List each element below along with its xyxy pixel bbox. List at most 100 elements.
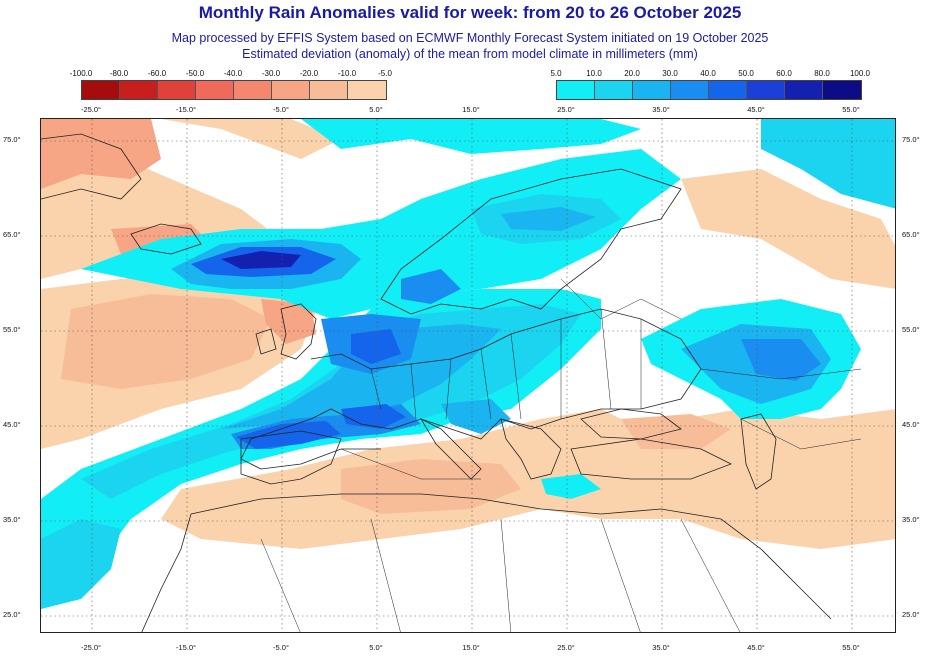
colorbar-negative-label: -30.0 xyxy=(261,69,281,78)
map-subtitle-description: Estimated deviation (anomaly) of the mea… xyxy=(242,47,698,61)
colorbar-negative-swatch xyxy=(196,81,234,99)
surplus-adriatic xyxy=(441,399,511,434)
colorbar-positive-swatch xyxy=(709,81,747,99)
surplus-aegean xyxy=(541,474,601,499)
colorbar-negative-swatch xyxy=(82,81,120,99)
colorbar-negative-swatch xyxy=(272,81,310,99)
longitude-label-bottom: -5.0° xyxy=(273,643,289,652)
surplus-norway xyxy=(401,269,461,304)
coast-caspian xyxy=(740,413,777,490)
latitude-label-left: 45.0° xyxy=(3,420,21,429)
colorbar-negative-label: -50.0 xyxy=(185,69,205,78)
colorbar-positive-label: 20.0 xyxy=(624,69,640,78)
coast-africa-west xyxy=(141,513,192,632)
colorbar-positive-label: 80.0 xyxy=(814,69,830,78)
coast-north-africa xyxy=(190,493,832,620)
longitude-label-bottom: 25.0° xyxy=(557,643,575,652)
longitude-label-bottom: 45.0° xyxy=(747,643,765,652)
colorbar-positive-label: 100.0 xyxy=(849,69,871,78)
coast-anatolia xyxy=(570,438,732,480)
coast-italy xyxy=(419,418,482,480)
coast-balkans-greece xyxy=(500,418,562,480)
colorbar-positive xyxy=(556,80,862,100)
colorbar-negative-swatch xyxy=(310,81,348,99)
colorbar-positive-label: 40.0 xyxy=(700,69,716,78)
colorbar-positive-swatch xyxy=(785,81,823,99)
latitude-label-left: 55.0° xyxy=(3,325,21,334)
longitude-label-top: -15.0° xyxy=(175,105,197,114)
surplus-iberia-core xyxy=(236,421,341,449)
deficit-mediterranean xyxy=(161,409,895,549)
colorbar-negative-swatch xyxy=(120,81,158,99)
longitude-label-top: 5.0° xyxy=(369,105,383,114)
colorbar-positive-label: 60.0 xyxy=(776,69,792,78)
latitude-label-right: 35.0° xyxy=(902,515,920,524)
longitude-label-top: 35.0° xyxy=(652,105,670,114)
surplus-arctic xyxy=(301,119,641,154)
colorbar-negative-label: -60.0 xyxy=(147,69,167,78)
surplus-russia-core xyxy=(741,339,821,381)
surplus-atlantic-south xyxy=(41,519,121,609)
coast-british-isles xyxy=(255,303,317,360)
surplus-barents xyxy=(761,119,895,209)
colorbar-negative-swatch xyxy=(158,81,196,99)
colorbar-negative-label: -10.0 xyxy=(337,69,357,78)
longitude-label-top: 45.0° xyxy=(747,105,765,114)
deficit-regions xyxy=(41,119,895,549)
surplus-scandinavia-inner xyxy=(501,207,596,231)
latitude-label-right: 55.0° xyxy=(902,325,920,334)
coast-black-sea xyxy=(580,408,682,440)
latitude-label-right: 65.0° xyxy=(902,230,920,239)
colorbar-positive-label: 30.0 xyxy=(662,69,678,78)
deficit-russia-north xyxy=(681,169,895,289)
longitude-label-bottom: -25.0° xyxy=(80,643,102,652)
colorbar-negative-swatch xyxy=(348,81,386,99)
colorbar-negative-label: -40.0 xyxy=(223,69,243,78)
coast-iberia xyxy=(240,430,342,485)
coast-scandinavia xyxy=(380,168,682,315)
map-title: Monthly Rain Anomalies valid for week: f… xyxy=(198,3,742,22)
colorbar-positive-swatch xyxy=(747,81,785,99)
latitude-label-left: 25.0° xyxy=(3,610,21,619)
colorbar-negative-label: -80.0 xyxy=(109,69,129,78)
deficit-atlantic-inner xyxy=(61,294,271,389)
longitude-label-top: 15.0° xyxy=(462,105,480,114)
colorbar-positive-label: 10.0 xyxy=(586,69,602,78)
longitude-label-top: 55.0° xyxy=(842,105,860,114)
deficit-greenland xyxy=(41,119,161,189)
colorbar-positive-label: 5.0 xyxy=(550,69,562,78)
latitude-label-left: 75.0° xyxy=(3,135,21,144)
latitude-label-right: 45.0° xyxy=(902,420,920,429)
deficit-africa-inner xyxy=(341,459,521,514)
longitude-label-bottom: -15.0° xyxy=(175,643,197,652)
colorbar-positive-swatch xyxy=(823,81,861,99)
latitude-label-left: 65.0° xyxy=(3,230,21,239)
latitude-label-right: 75.0° xyxy=(902,135,920,144)
colorbar-positive-label: 50.0 xyxy=(738,69,754,78)
map-subtitle-processing: Map processed by EFFIS System based on E… xyxy=(171,31,769,45)
colorbar-positive-swatch xyxy=(633,81,671,99)
colorbar-negative-labels: -100.0 -80.0 -60.0 -50.0 -40.0 -30.0 -20.0 -10.… xyxy=(70,69,392,81)
deficit-british xyxy=(261,299,316,344)
colorbar-positive-swatch xyxy=(557,81,595,99)
latitude-label-left: 35.0° xyxy=(3,515,21,524)
longitude-label-top: -25.0° xyxy=(80,105,102,114)
colorbar-positive-swatch xyxy=(595,81,633,99)
anomaly-map-svg xyxy=(41,119,895,632)
colorbar-negative-swatch xyxy=(234,81,272,99)
surplus-main-inner xyxy=(221,324,501,429)
latitude-label-right: 25.0° xyxy=(902,610,920,619)
colorbar-positive-swatch xyxy=(671,81,709,99)
longitude-label-top: 25.0° xyxy=(557,105,575,114)
anomaly-map xyxy=(40,118,896,633)
colorbar-negative-label: -100.0 xyxy=(69,69,93,78)
surplus-iceland-peak xyxy=(221,251,301,269)
longitude-label-bottom: 5.0° xyxy=(369,643,383,652)
coast-greenland xyxy=(41,133,142,200)
coast-iceland xyxy=(130,223,202,255)
longitude-label-top: -5.0° xyxy=(273,105,289,114)
colorbar-positive-labels: 5.0 10.0 20.0 30.0 40.0 50.0 60.0 80.0 100.0 xyxy=(550,69,870,81)
surplus-north-sea-core xyxy=(351,329,401,364)
colorbar-negative-label: -20.0 xyxy=(299,69,319,78)
longitude-label-bottom: 55.0° xyxy=(842,643,860,652)
